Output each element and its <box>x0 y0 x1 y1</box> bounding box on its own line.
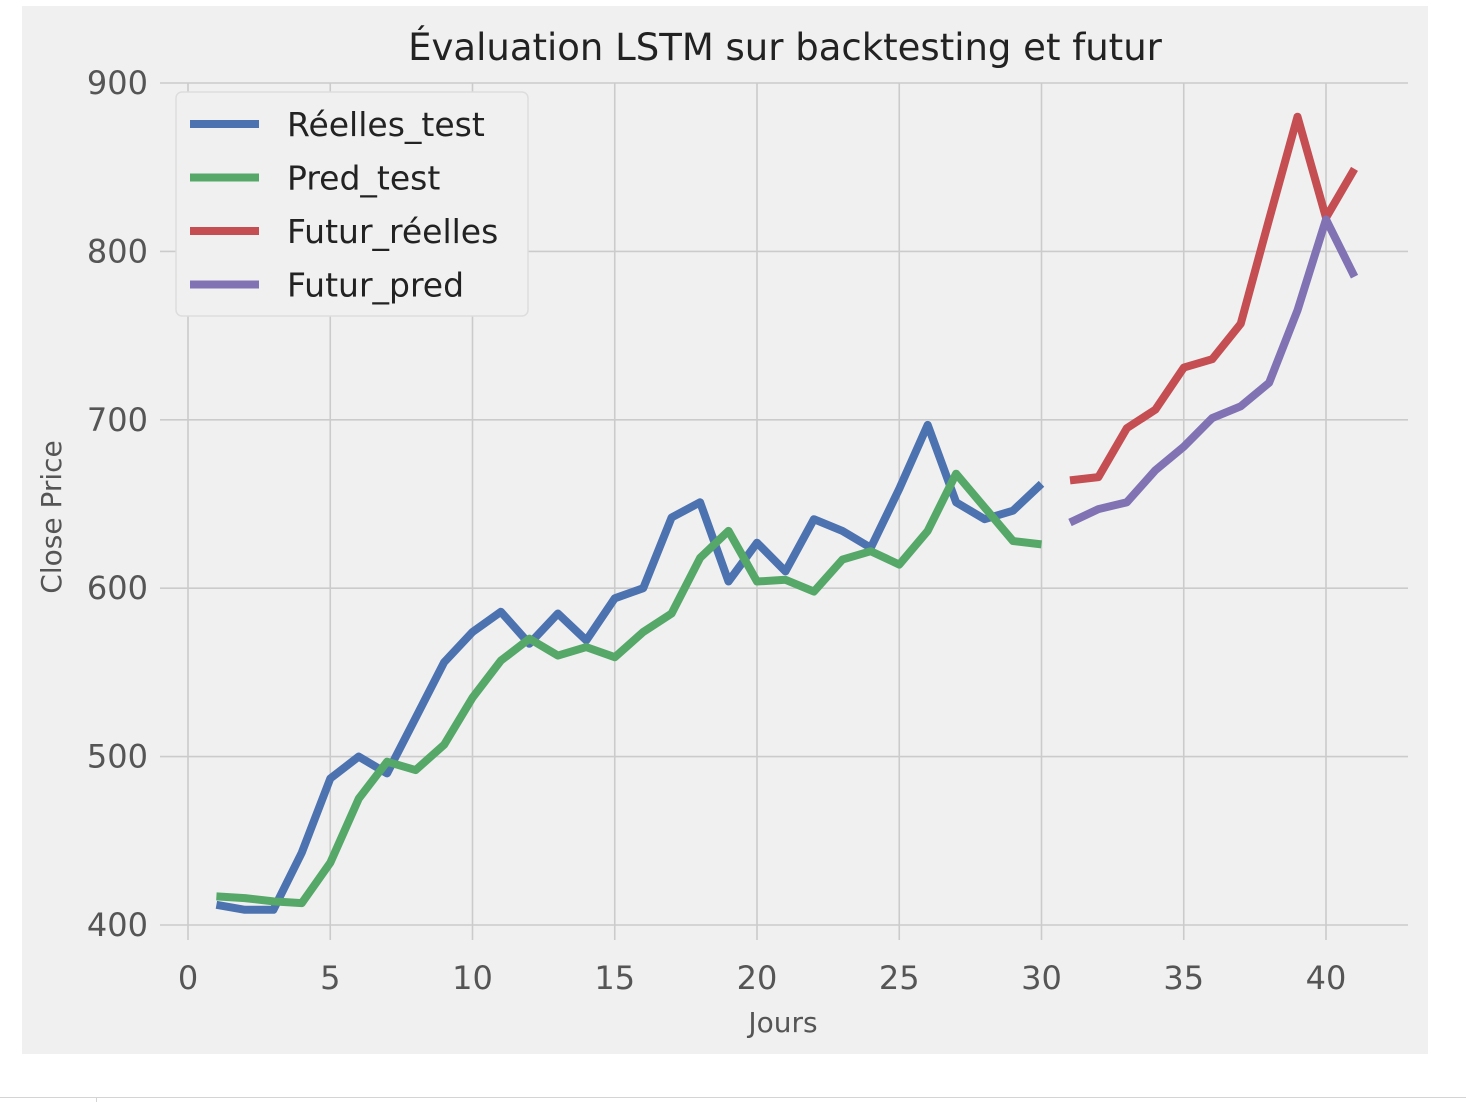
chart-title: Évaluation LSTM sur backtesting et futur <box>408 25 1163 69</box>
y-tick-label: 900 <box>87 64 148 102</box>
x-tick-label: 30 <box>1021 959 1062 997</box>
cell-divider-notch <box>96 1097 97 1102</box>
x-tick-label: 40 <box>1306 959 1347 997</box>
y-axis-label: Close Price <box>35 440 68 593</box>
series-line-1 <box>215 420 1045 914</box>
legend-label-1: Réelles_test <box>287 105 485 144</box>
y-tick-label: 600 <box>87 569 148 607</box>
legend-label-2: Pred_test <box>287 159 440 198</box>
series-line-3 <box>1069 112 1358 485</box>
legend: Réelles_test Pred_test Futur_réelles Futur_… <box>175 91 529 317</box>
y-tick-label: 700 <box>87 401 148 439</box>
x-tick-labels: 0 5 10 15 20 25 30 35 40 <box>178 959 1347 997</box>
y-tick-labels: 400 500 600 700 800 900 <box>87 64 148 944</box>
cell-divider <box>0 1097 1466 1098</box>
x-tick-label: 25 <box>879 959 920 997</box>
legend-box <box>175 91 529 317</box>
series-layer <box>215 112 1359 914</box>
series-line-4 <box>1068 215 1359 527</box>
legend-label-4: Futur_pred <box>287 266 464 305</box>
legend-label-3: Futur_réelles <box>287 212 498 251</box>
x-tick-label: 15 <box>594 959 635 997</box>
series-line-2 <box>216 469 1042 908</box>
x-tick-label: 0 <box>178 959 198 997</box>
x-tick-label: 35 <box>1163 959 1204 997</box>
y-tick-label: 500 <box>87 738 148 776</box>
x-axis-label: Jours <box>746 1006 817 1039</box>
x-tick-label: 20 <box>737 959 778 997</box>
x-tick-label: 10 <box>452 959 493 997</box>
y-tick-label: 400 <box>87 906 148 944</box>
x-tick-label: 5 <box>320 959 340 997</box>
y-tick-label: 800 <box>87 232 148 270</box>
